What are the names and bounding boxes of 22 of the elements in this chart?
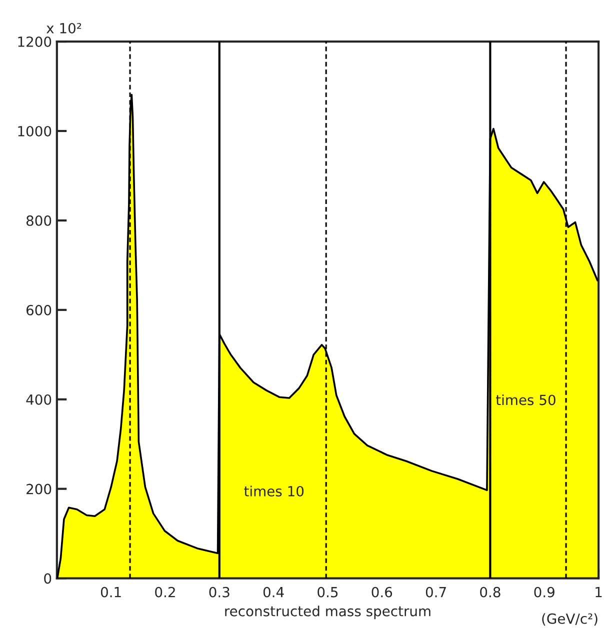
y-tick-label: 600 — [26, 304, 52, 316]
x-tick-label: 0.4 — [263, 586, 284, 598]
y-tick-label: 200 — [26, 484, 52, 494]
x-tick-label: 0.1 — [100, 586, 121, 598]
x-tick-label: 0.7 — [426, 586, 446, 598]
y-tick-label: 800 — [26, 215, 52, 226]
text: x 10² — [46, 22, 82, 34]
y-tick-label: 1200 — [18, 36, 52, 48]
annotation: times 10 — [244, 486, 304, 496]
x-tick-label: 0.8 — [480, 586, 500, 598]
x-tick-label: 1 — [596, 587, 602, 598]
x-axis-title: reconstructed mass spectrum — [225, 606, 430, 620]
x-tick-label: 0.3 — [209, 586, 230, 598]
x-tick-label: 0.9 — [534, 586, 554, 598]
x-tick-label: 0.2 — [155, 586, 175, 598]
y-tick-label: 1000 — [18, 126, 52, 136]
text: (GeV/c²) — [542, 613, 598, 626]
y-tick-label: 400 — [26, 394, 52, 405]
x-tick-label: 0.6 — [372, 586, 392, 598]
x-tick-label: 0.5 — [318, 586, 338, 598]
annotation: times 50 — [496, 394, 556, 406]
y-tick-label: 0 — [44, 573, 52, 584]
